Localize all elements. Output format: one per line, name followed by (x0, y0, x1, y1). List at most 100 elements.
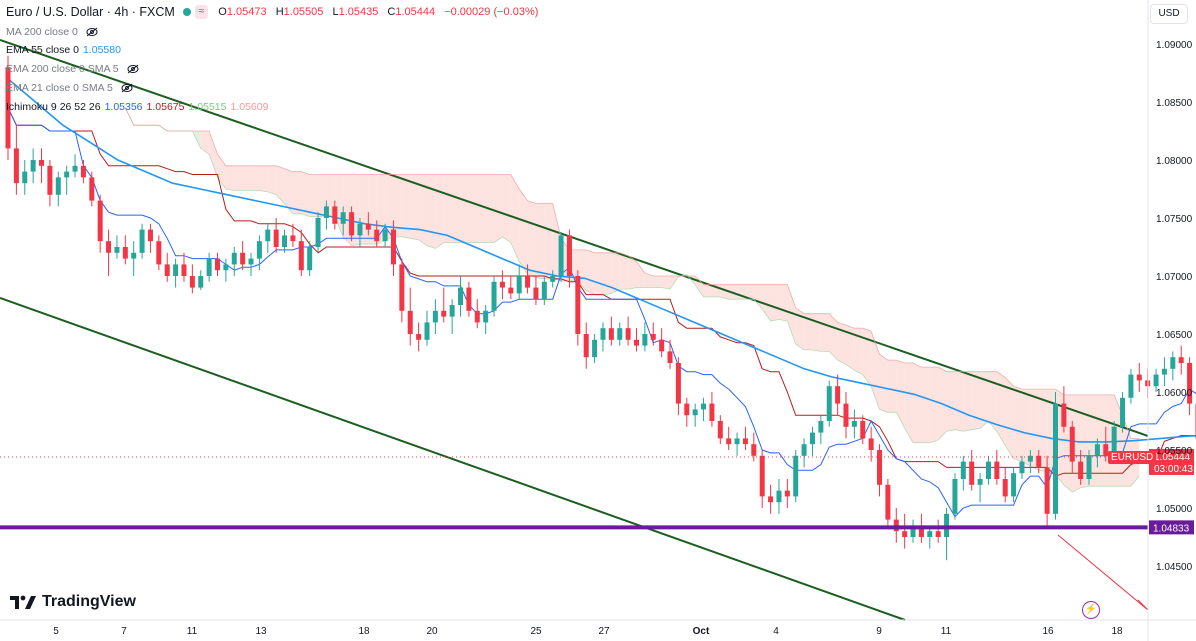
candle-body (365, 223, 371, 230)
ichimoku-cloud-segment (778, 284, 788, 321)
eye-hidden-icon[interactable] (127, 64, 139, 74)
candle (684, 397, 690, 427)
y-tick-label: 1.05500 (1156, 446, 1193, 457)
candle-body (902, 531, 908, 537)
symbol-title[interactable]: Euro / U.S. Dollar · 4h · FXCM (6, 5, 175, 19)
ichimoku-base-line (7, 107, 1196, 477)
candle-body (164, 264, 170, 276)
candle (491, 276, 497, 317)
candle-body (55, 177, 61, 195)
candle-body (1036, 455, 1042, 468)
projection-arrow-head (1137, 599, 1149, 611)
candle (215, 252, 220, 276)
current-symbol-tag: EURUSD (1108, 450, 1157, 464)
candle (835, 374, 841, 416)
tradingview-logo[interactable]: TradingView (10, 593, 136, 611)
ohlc-change-value: −0.00029 (−0.03%) (444, 6, 539, 18)
indicator-ema21[interactable]: EMA 21 close 0 SMA 5 (6, 80, 133, 96)
candle (1103, 426, 1109, 462)
indicator-ema55-value: 1.05580 (82, 44, 121, 56)
candle (449, 299, 455, 334)
candle-body (910, 525, 916, 537)
projection-arrow-line[interactable] (1057, 534, 1149, 611)
candle-body (416, 334, 422, 340)
x-tick-label: 11 (187, 626, 198, 637)
candle-body (1187, 363, 1193, 404)
indicator-ichimoku[interactable]: Ichimoku 9 26 52 26 1.05356 1.05675 1.05… (6, 99, 268, 115)
candle-body (491, 281, 497, 311)
upper-channel-line[interactable] (0, 39, 1149, 437)
ichimoku-cloud-segment (276, 165, 285, 204)
candle-body (374, 229, 380, 242)
candle-body (5, 67, 11, 149)
candle (1002, 467, 1008, 503)
ichimoku-cloud-segment (242, 165, 252, 191)
symbol-header: Euro / U.S. Dollar · 4h · FXCM ≈ O1.0547… (6, 4, 544, 20)
eye-hidden-icon[interactable] (121, 83, 133, 93)
candle-body (684, 403, 690, 416)
candle (248, 252, 254, 276)
ichimoku-cloud-segment (611, 252, 620, 294)
ichimoku-cloud-segment (837, 322, 846, 365)
candle (55, 171, 61, 207)
indicator-ema55-name: EMA 55 close 0 (6, 44, 79, 56)
candle (960, 455, 966, 491)
ohlc-close-label: C (387, 6, 396, 18)
ichimoku-span-a-line (124, 107, 1140, 493)
candle (240, 241, 246, 271)
candle (1011, 467, 1017, 503)
ohlc-low-label: L (332, 6, 339, 18)
candle-body (64, 171, 70, 178)
candle (1019, 455, 1025, 479)
ohlc-high-label: H (275, 6, 284, 18)
candle (122, 235, 128, 265)
ichimoku-cloud-segment (644, 273, 654, 288)
indicator-ema200[interactable]: EMA 200 close 0 SMA 5 (6, 61, 139, 77)
ichimoku-cloud-segment (234, 165, 243, 191)
candle-body (499, 281, 505, 288)
candle (1027, 450, 1033, 474)
candle-body (667, 351, 673, 363)
indicator-ma200[interactable]: MA 200 close 0 (6, 24, 98, 40)
candle (22, 160, 28, 195)
candle-body (642, 334, 648, 346)
candle (390, 220, 396, 276)
eye-hidden-icon[interactable] (86, 27, 98, 37)
ichimoku-cloud-segment (636, 261, 645, 288)
candle (265, 223, 271, 253)
y-tick-label: 1.06000 (1156, 388, 1193, 399)
candle (659, 328, 665, 358)
ichimoku-cloud-segment (494, 174, 503, 243)
candle (1136, 363, 1142, 392)
candle (164, 252, 170, 282)
candle (634, 328, 639, 352)
y-tick-label: 1.04500 (1156, 562, 1193, 573)
candle (80, 160, 86, 184)
ichimoku-cloud-segment (619, 252, 629, 290)
candle (650, 322, 656, 346)
candle-body (399, 264, 405, 311)
candle-body (860, 421, 866, 439)
candle (1153, 368, 1159, 392)
candle (692, 403, 698, 427)
candle-body (290, 235, 296, 242)
support-price-tag (1149, 520, 1194, 535)
candle-body (97, 200, 103, 242)
data-badge[interactable]: ≈ (194, 5, 209, 19)
support-price-label: 1.04833 (1153, 523, 1190, 534)
ichimoku-cloud-segment (225, 165, 235, 191)
candle-body (215, 258, 220, 271)
currency-button[interactable]: USD (1150, 4, 1188, 24)
ichimoku-cloud-segment (1097, 394, 1106, 487)
ichimoku-cloud-segment (292, 171, 302, 214)
candle-body (198, 276, 204, 288)
candle (30, 148, 36, 184)
candle-body (918, 525, 924, 537)
candle-body (223, 264, 229, 271)
lightning-icon[interactable]: ⚡ (1082, 601, 1100, 619)
candle-body (726, 438, 732, 445)
indicator-ema55[interactable]: EMA 55 close 0 1.05580 (6, 42, 121, 58)
ichimoku-cloud-segment (812, 313, 821, 352)
lower-channel-line[interactable] (0, 297, 906, 621)
